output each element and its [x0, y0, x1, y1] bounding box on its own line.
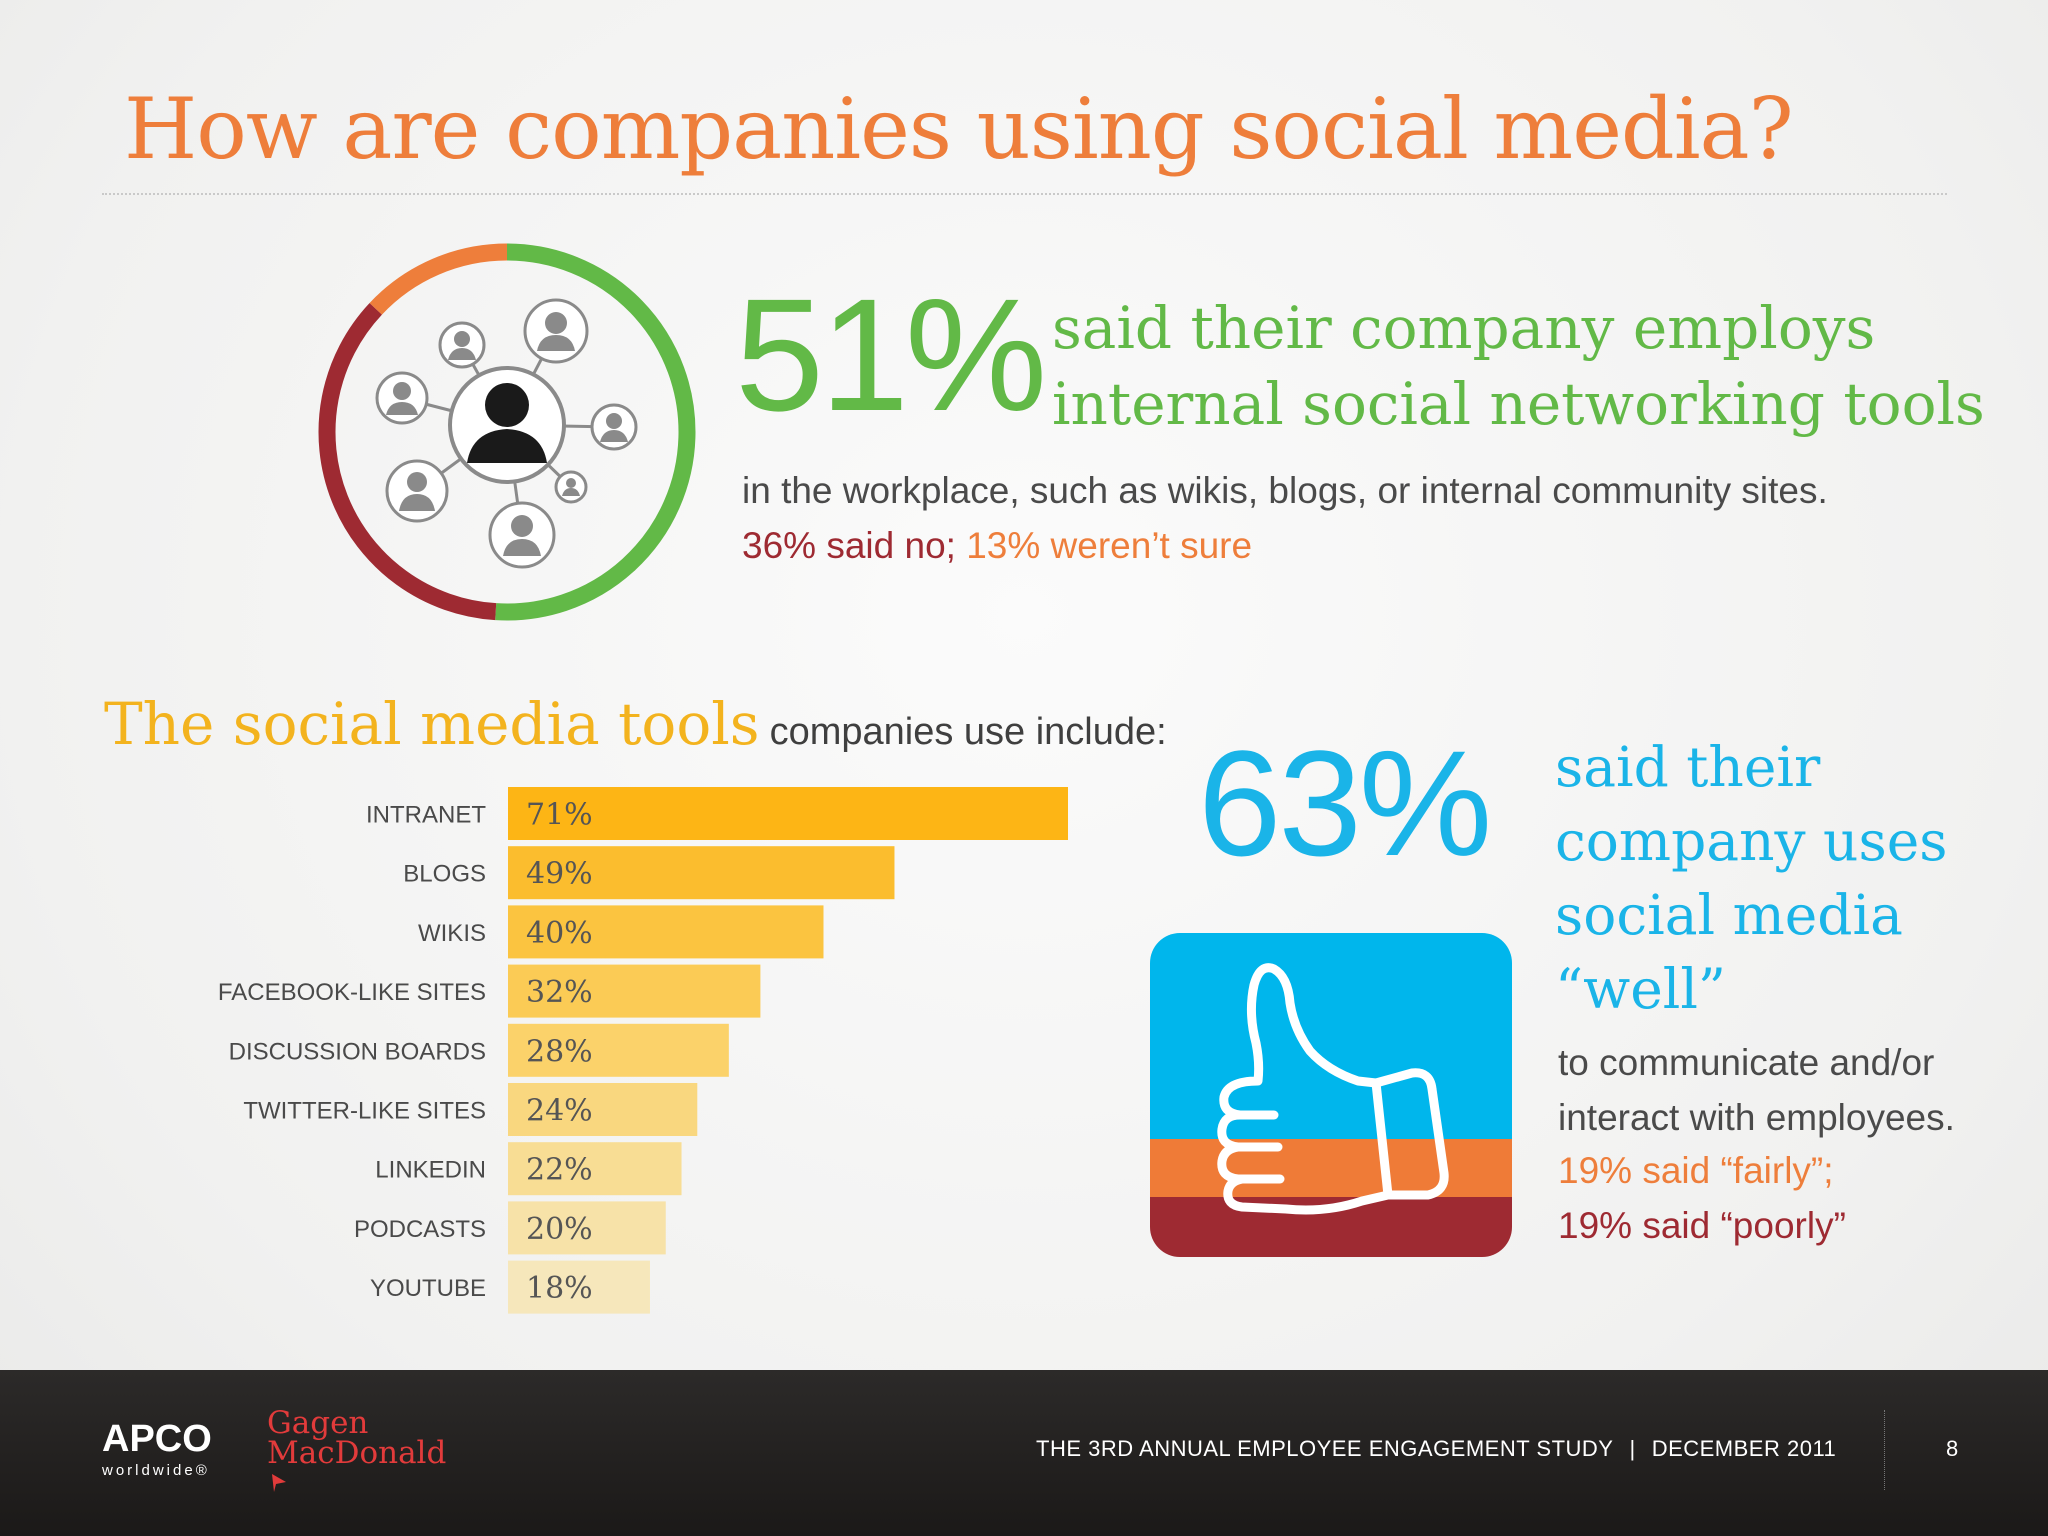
bar-value-label: 24%	[526, 1094, 593, 1129]
bar-category-label: PODCASTS	[354, 1216, 486, 1243]
gagen-line1: Gagen	[267, 1405, 369, 1441]
apco-logo: APCO	[102, 1418, 212, 1460]
stat-63-lead-line: social media	[1555, 883, 1903, 947]
bar-value-label: 40%	[526, 916, 593, 951]
stat-51-lead-line: said their company employs	[1052, 294, 1876, 362]
title-divider	[102, 193, 1947, 195]
user-icon	[375, 371, 429, 425]
bar-category-label: DISCUSSION BOARDS	[229, 1038, 486, 1065]
bar-value-label: 28%	[526, 1034, 593, 1069]
bar-category-label: TWITTER-LIKE SITES	[243, 1098, 486, 1125]
stat-63-lead-line: said their	[1555, 735, 1821, 799]
study-separator: |	[1629, 1436, 1636, 1461]
tools-bar-chart: INTRANET 71% BLOGS 49% WIKIS 40% FACEBOOK-LIKE…	[218, 787, 1068, 1314]
stat-51-note: 36% said no; 13% weren’t sure	[742, 525, 1252, 567]
bar	[508, 787, 1068, 840]
bar-category-label: INTRANET	[366, 802, 486, 829]
chart-title-rest: companies use include:	[769, 711, 1167, 753]
bar	[508, 1142, 682, 1196]
bar-category-label: BLOGS	[403, 861, 486, 888]
user-icon	[385, 459, 449, 523]
note-poorly: 19% said “poorly”	[1558, 1205, 1846, 1246]
bar	[508, 964, 761, 1018]
chart-title: The social media tools companies use incl…	[104, 690, 1167, 758]
stat-63-body-line: interact with employees.	[1558, 1097, 1955, 1138]
bar	[508, 1083, 698, 1136]
thumbs-up-card	[1150, 933, 1512, 1257]
page-title: How are companies using social media?	[124, 80, 1794, 178]
gagen-mark-icon	[272, 1474, 286, 1492]
stat-51-value: 51%	[735, 265, 1047, 444]
user-icon	[488, 501, 556, 569]
stat-51-lead-line: internal social networking tools	[1052, 370, 1985, 438]
ring-segment-yes	[495, 243, 696, 621]
bar-category-label: WIKIS	[418, 920, 486, 947]
bar-value-label: 49%	[526, 857, 593, 892]
footer: APCO worldwide® Gagen MacDonald THE 3RD …	[0, 1370, 2048, 1536]
user-icon	[590, 403, 638, 451]
network-ring	[318, 243, 696, 621]
study-title: THE 3RD ANNUAL EMPLOYEE ENGAGEMENT STUDY	[1036, 1436, 1614, 1461]
band-well	[1150, 933, 1512, 1139]
center-user-icon	[448, 366, 566, 484]
bar	[508, 1201, 666, 1255]
stat-63-lead: said their company uses social media “we…	[1555, 730, 2035, 1026]
bar-value-label: 32%	[526, 975, 593, 1010]
stat-63-note: 19% said “fairly”; 19% said “poorly”	[1558, 1143, 1846, 1253]
gagen-macdonald-logo: Gagen MacDonald	[267, 1405, 447, 1471]
ring-segment-unsure	[369, 243, 508, 315]
apco-logo-sub: worldwide®	[102, 1462, 210, 1479]
ring-chart	[318, 243, 696, 621]
note-unsure: 13% weren’t sure	[966, 525, 1253, 566]
stat-51-lead: said their company employs internal soci…	[1052, 290, 1985, 442]
ring-segment-no	[318, 302, 497, 621]
band-fairly	[1150, 1139, 1512, 1197]
stat-51-body: in the workplace, such as wikis, blogs, …	[742, 470, 1828, 511]
bar-value-label: 18%	[526, 1271, 593, 1306]
user-icon	[523, 298, 589, 364]
bar	[508, 1260, 650, 1314]
stat-63-body-line: to communicate and/or	[1558, 1042, 1935, 1083]
user-icon	[554, 470, 588, 504]
thumbs-up-icon	[1217, 963, 1449, 1215]
gagen-line2: MacDonald	[267, 1435, 447, 1471]
stat-63-body: to communicate and/or interact with empl…	[1558, 1035, 1955, 1145]
page-number: 8	[1946, 1436, 1959, 1461]
bar	[508, 905, 824, 959]
network-people	[375, 298, 638, 569]
bar-value-label: 20%	[526, 1212, 593, 1247]
bar-value-label: 71%	[526, 798, 593, 833]
bar	[508, 1023, 729, 1077]
note-no: 36% said no;	[742, 525, 956, 566]
note-fairly: 19% said “fairly”;	[1558, 1150, 1834, 1191]
chart-title-highlight: The social media tools	[104, 690, 760, 758]
stat-63-value: 63%	[1198, 719, 1492, 887]
study-date: DECEMBER 2011	[1651, 1436, 1837, 1461]
study-caption: THE 3RD ANNUAL EMPLOYEE ENGAGEMENT STUDY…	[1036, 1436, 1836, 1462]
bar-value-label: 22%	[526, 1153, 593, 1188]
bar-category-label: FACEBOOK-LIKE SITES	[218, 979, 486, 1006]
footer-divider	[1884, 1410, 1885, 1490]
stat-63-lead-line: “well”	[1555, 957, 1727, 1021]
bar-category-label: LINKEDIN	[375, 1157, 486, 1184]
bar	[508, 846, 895, 900]
stat-63-lead-line: company uses	[1555, 809, 1948, 873]
bar-category-label: YOUTUBE	[370, 1275, 486, 1302]
user-icon	[438, 321, 486, 369]
